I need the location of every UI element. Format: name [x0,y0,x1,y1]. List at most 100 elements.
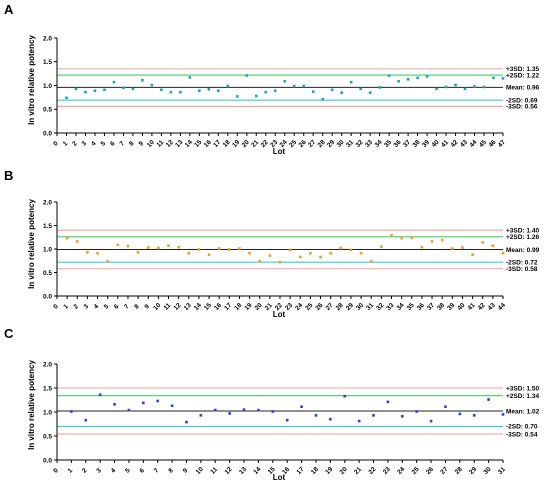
panel-c-xtick-label-13: 13 [238,466,248,476]
panel-a-xtick-label-6: 6 [109,140,117,148]
panel-c-xtick-label-18: 18 [310,466,320,476]
panel-a-data-point-31 [349,80,353,84]
panel-b-data-point-20 [258,259,262,263]
panel-a-data-point-38 [416,76,419,80]
panel-b-xtick-label-4: 4 [93,303,101,311]
panel-c-ref-label-3: -2SD: 0.70 [506,424,538,431]
panel-b-data-point-44 [501,251,505,255]
panel-c-data-point-27 [444,405,447,409]
panel-b-xtick-label-10: 10 [152,302,162,312]
panel-a-data-point-19 [235,95,239,98]
panel-a-xtick-label-43: 43 [459,139,469,149]
panel-a-ytick-label-1: 0.5 [43,107,52,114]
panel-a-data-point-33 [368,91,372,94]
panel-c-xtick-label-23: 23 [382,466,392,476]
panel-a-xtick-label-42: 42 [449,139,459,149]
panel-a-data-point-18 [226,84,230,88]
panel-c-data-point-31 [501,413,505,416]
panel-c-xtick-label-29: 29 [468,466,478,476]
panel-b-ref-label-2: Mean: 0.99 [506,247,540,254]
panel-a-ytick-label-0: 0.0 [43,130,52,137]
panel-a-xtick-label-9: 9 [138,140,146,148]
panel-c-data-point-25 [415,410,418,413]
panel-b-xtick-label-27: 27 [325,302,335,312]
panel-b-data-point-31 [369,259,373,263]
panel-a-xtick-label-31: 31 [345,139,355,149]
panel-c-xtick-label-27: 27 [439,466,449,476]
panel-a-data-point-41 [444,85,448,89]
panel-b-data-point-3 [86,250,89,254]
panel-b-xtick-label-14: 14 [193,302,203,312]
panel-a-data-point-16 [207,88,211,91]
panel-a-xtick-label-47: 47 [497,139,507,149]
panel-b-data-point-23 [288,248,292,252]
panel-a-xtick-label-11: 11 [155,139,165,149]
panel-c-data-point-30 [487,398,490,401]
panel-b-xlabel: Lot [273,310,286,319]
panel-a-data-point-35 [387,74,391,77]
panel-c-data-point-13 [242,408,246,411]
panel-c-data-point-5 [127,408,131,412]
panel-c-data-point-15 [271,410,275,413]
panel-a-data-point-12 [169,90,173,94]
panel-c-ytick-label-0: 0.0 [43,457,52,464]
panel-b-xtick-label-3: 3 [83,303,91,311]
panel-b-data-point-9 [146,246,150,249]
panel-b-xtick-label-17: 17 [223,302,233,312]
panel-b-data-point-42 [481,241,485,244]
panel-b-data-point-13 [187,251,191,255]
panel-b-xtick-label-13: 13 [183,302,193,312]
panel-a-xtick-label-22: 22 [260,139,270,149]
panel-a-xtick-label-12: 12 [165,139,175,149]
panel-c-ytick-label-3: 1.5 [43,385,52,392]
panel-c-ref-label-4: -3SD: 0.54 [506,431,538,438]
panel-a-data-point-14 [188,76,192,79]
panel-a-data-point-25 [292,84,296,88]
panel-a-data-point-3 [84,90,87,94]
panel-b: B In vitro relative potency Lot +3SD: 1.… [4,168,540,319]
panel-c-xtick-label-3: 3 [95,467,103,475]
panel-c-data-point-24 [400,415,404,418]
panel-b-data-point-18 [238,247,241,250]
panel-a-data-point-37 [406,78,410,81]
panel-a-xtick-label-5: 5 [100,140,108,148]
panel-c-data-point-11 [213,408,217,412]
panel-b-xtick-label-6: 6 [113,303,121,311]
panel-b-xtick-label-7: 7 [123,303,131,311]
panel-b-data-point-32 [380,245,383,248]
panel-b-xtick-label-16: 16 [213,302,223,312]
panel-b-data-point-14 [197,248,201,251]
panel-c-data-point-21 [357,419,361,423]
panel-b-data-point-8 [136,250,140,254]
panel-c-plot: +3SD: 1.50+2SD: 1.34 Mean: 1.02 -2SD: 0.70… [43,361,540,476]
panel-b-data-point-12 [177,245,180,249]
panel-a-data-point-46 [492,76,495,80]
panel-a-data-point-27 [311,90,315,93]
panel-a-xtick-label-33: 33 [364,139,374,149]
panel-a-xtick-label-28: 28 [317,139,327,149]
panel-a-xtick-label-38: 38 [412,139,422,149]
panel-a-plot: +3SD: 1.35+2SD: 1.22 Mean: 0.96 -2SD: 0.69… [43,35,540,149]
panel-b-xtick-label-2: 2 [72,303,80,311]
panel-b-xtick-label-22: 22 [274,302,284,312]
panel-b-data-point-41 [471,253,474,256]
panel-b-data-point-10 [157,246,160,250]
panel-b-xtick-label-38: 38 [436,302,446,312]
panel-a-data-point-15 [198,89,201,93]
panel-c-data-point-29 [472,414,476,417]
panel-a-data-point-11 [160,88,163,92]
panel-a-data-point-32 [359,87,362,91]
panel-b-xtick-label-19: 19 [243,302,253,312]
panel-b-data-point-34 [400,236,403,240]
panel-b-ytick-label-3: 1.5 [43,223,52,230]
panel-c-data-point-9 [185,420,188,424]
panel-a-xtick-label-7: 7 [119,140,127,148]
panel-a-data-point-21 [254,94,258,98]
panel-b-xtick-label-12: 12 [173,302,183,312]
panel-b-data-point-5 [106,259,109,263]
panel-a: A In vitro relative potency Lot +3SD: 1.… [4,2,540,156]
panel-c-xtick-label-21: 21 [353,466,363,476]
panel-c-xtick-label-28: 28 [454,466,464,476]
panel-a-xtick-label-8: 8 [128,140,136,148]
panel-b-ref-label-3: -2SD: 0.72 [506,259,538,266]
